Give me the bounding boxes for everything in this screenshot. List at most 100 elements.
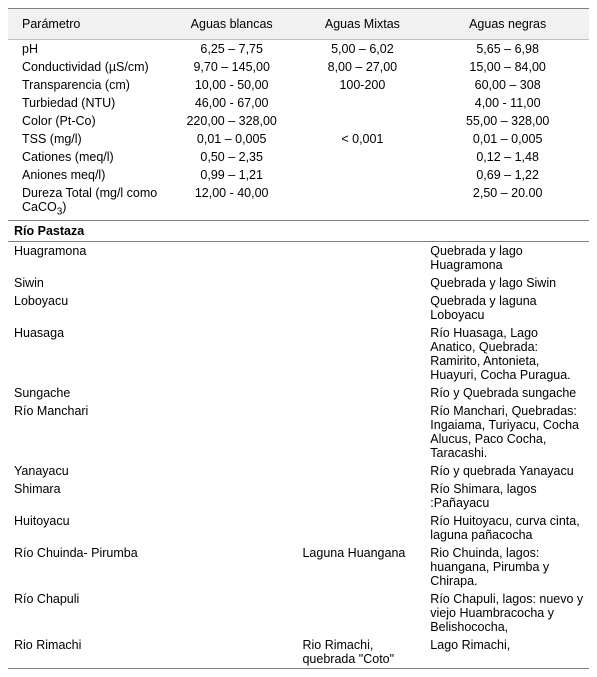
param-blancas: 0,50 – 2,35	[165, 148, 299, 166]
river-row: Loboyacu Quebrada y laguna Loboyacu	[8, 292, 589, 324]
param-negras: 4,00 - 11,00	[426, 94, 589, 112]
param-name: Cationes (meq/l)	[8, 148, 165, 166]
river-mixtas	[298, 590, 426, 636]
river-name: Huagramona	[8, 241, 165, 274]
water-parameters-table: Parámetro Aguas blancas Aguas Mixtas Agu…	[8, 8, 589, 669]
rivers-body: HuagramonaQuebrada y lago HuagramonaSiwi…	[8, 241, 589, 668]
param-name: Conductividad (µS/cm)	[8, 58, 165, 76]
param-name: Turbiedad (NTU)	[8, 94, 165, 112]
river-blancas	[165, 241, 299, 274]
param-name: TSS (mg/l)	[8, 130, 165, 148]
param-mixtas: 8,00 – 27,00	[298, 58, 426, 76]
river-blancas	[165, 324, 299, 384]
river-negras-desc: Río Shimara, lagos :Pañayacu	[426, 480, 589, 512]
river-name: Río Manchari	[8, 402, 165, 462]
river-negras-desc: Quebrada y laguna Loboyacu	[426, 292, 589, 324]
param-negras: 55,00 – 328,00	[426, 112, 589, 130]
param-row: Color (Pt-Co)220,00 – 328,00 55,00 – 328,…	[8, 112, 589, 130]
river-mixtas	[298, 402, 426, 462]
param-row: Aniones meq/l)0,99 – 1,21 0,69 – 1,22	[8, 166, 589, 184]
param-blancas: 220,00 – 328,00	[165, 112, 299, 130]
param-negras: 0,01 – 0,005	[426, 130, 589, 148]
param-blancas: 46,00 - 67,00	[165, 94, 299, 112]
param-name: Aniones meq/l)	[8, 166, 165, 184]
river-row: Río Manchari Río Manchari, Quebradas: Ing…	[8, 402, 589, 462]
param-row: Turbiedad (NTU)46,00 - 67,00 4,00 - 11,00	[8, 94, 589, 112]
river-name: Rio Rimachi	[8, 636, 165, 669]
river-name: Río Chapuli	[8, 590, 165, 636]
param-row: Dureza Total (mg/l como CaCO3)12,00 - 40…	[8, 184, 589, 220]
param-row: pH6,25 – 7,755,00 – 6,025,65 – 6,98	[8, 40, 589, 59]
param-mixtas: 5,00 – 6,02	[298, 40, 426, 59]
col-header-mixtas: Aguas Mixtas	[298, 9, 426, 40]
param-mixtas	[298, 166, 426, 184]
river-row: Río Chuinda- PirumbaLaguna HuanganaRio C…	[8, 544, 589, 590]
river-name: Huasaga	[8, 324, 165, 384]
river-negras-desc: Río Huasaga, Lago Anatico, Quebrada: Ram…	[426, 324, 589, 384]
river-negras-desc: Río Manchari, Quebradas: Ingaiama, Turiy…	[426, 402, 589, 462]
river-mixtas	[298, 462, 426, 480]
param-negras: 60,00 – 308	[426, 76, 589, 94]
param-row: Transparencia (cm)10,00 - 50,00100-20060…	[8, 76, 589, 94]
river-blancas	[165, 480, 299, 512]
param-negras: 0,69 – 1,22	[426, 166, 589, 184]
param-negras: 15,00 – 84,00	[426, 58, 589, 76]
param-negras: 0,12 – 1,48	[426, 148, 589, 166]
river-mixtas	[298, 292, 426, 324]
param-blancas: 9,70 – 145,00	[165, 58, 299, 76]
param-row: TSS (mg/l)0,01 – 0,005< 0,0010,01 – 0,00…	[8, 130, 589, 148]
river-row: Río Chapuli Río Chapuli, lagos: nuevo y v…	[8, 590, 589, 636]
river-row: ShimaraRío Shimara, lagos :Pañayacu	[8, 480, 589, 512]
river-negras-desc: Río y Quebrada sungache	[426, 384, 589, 402]
river-mixtas	[298, 324, 426, 384]
section-row-rio-pastaza: Río Pastaza	[8, 220, 589, 241]
param-blancas: 12,00 - 40,00	[165, 184, 299, 220]
river-mixtas	[298, 274, 426, 292]
col-header-parametro: Parámetro	[8, 9, 165, 40]
param-name: Color (Pt-Co)	[8, 112, 165, 130]
river-name: Huitoyacu	[8, 512, 165, 544]
river-blancas	[165, 462, 299, 480]
river-negras-desc: Rio Chuinda, lagos: huangana, Pirumba y …	[426, 544, 589, 590]
river-name: Río Chuinda- Pirumba	[8, 544, 165, 590]
param-mixtas: 100-200	[298, 76, 426, 94]
table-header-row: Parámetro Aguas blancas Aguas Mixtas Agu…	[8, 9, 589, 40]
river-name: Sungache	[8, 384, 165, 402]
river-blancas	[165, 274, 299, 292]
param-name: Dureza Total (mg/l como CaCO3)	[8, 184, 165, 220]
param-blancas: 6,25 – 7,75	[165, 40, 299, 59]
param-blancas: 0,99 – 1,21	[165, 166, 299, 184]
param-mixtas: < 0,001	[298, 130, 426, 148]
param-mixtas	[298, 94, 426, 112]
river-negras-desc: Lago Rimachi,	[426, 636, 589, 669]
param-mixtas	[298, 148, 426, 166]
river-name: Loboyacu	[8, 292, 165, 324]
col-header-blancas: Aguas blancas	[165, 9, 299, 40]
param-mixtas	[298, 112, 426, 130]
river-name: Siwin	[8, 274, 165, 292]
river-row: Huagramona Quebrada y lago Huagramona	[8, 241, 589, 274]
param-name: pH	[8, 40, 165, 59]
river-negras-desc: Río y quebrada Yanayacu	[426, 462, 589, 480]
river-row: Yanayacu Río y quebrada Yanayacu	[8, 462, 589, 480]
param-name: Transparencia (cm)	[8, 76, 165, 94]
river-negras-desc: Río Huitoyacu, curva cinta, laguna pañac…	[426, 512, 589, 544]
river-row: Rio Rimachi Rio Rimachi, quebrada "Coto"L…	[8, 636, 589, 669]
river-mixtas	[298, 512, 426, 544]
river-blancas	[165, 512, 299, 544]
river-name: Yanayacu	[8, 462, 165, 480]
river-negras-desc: Quebrada y lago Huagramona	[426, 241, 589, 274]
river-negras-desc: Río Chapuli, lagos: nuevo y viejo Huambr…	[426, 590, 589, 636]
river-mixtas: Rio Rimachi, quebrada "Coto"	[298, 636, 426, 669]
river-mixtas	[298, 384, 426, 402]
param-negras: 5,65 – 6,98	[426, 40, 589, 59]
col-header-negras: Aguas negras	[426, 9, 589, 40]
river-blancas	[165, 590, 299, 636]
river-blancas	[165, 292, 299, 324]
param-row: Cationes (meq/l)0,50 – 2,35 0,12 – 1,48	[8, 148, 589, 166]
param-mixtas	[298, 184, 426, 220]
section-title: Río Pastaza	[8, 220, 589, 241]
river-blancas	[165, 636, 299, 669]
param-negras: 2,50 – 20.00	[426, 184, 589, 220]
river-row: SiwinQuebrada y lago Siwin	[8, 274, 589, 292]
